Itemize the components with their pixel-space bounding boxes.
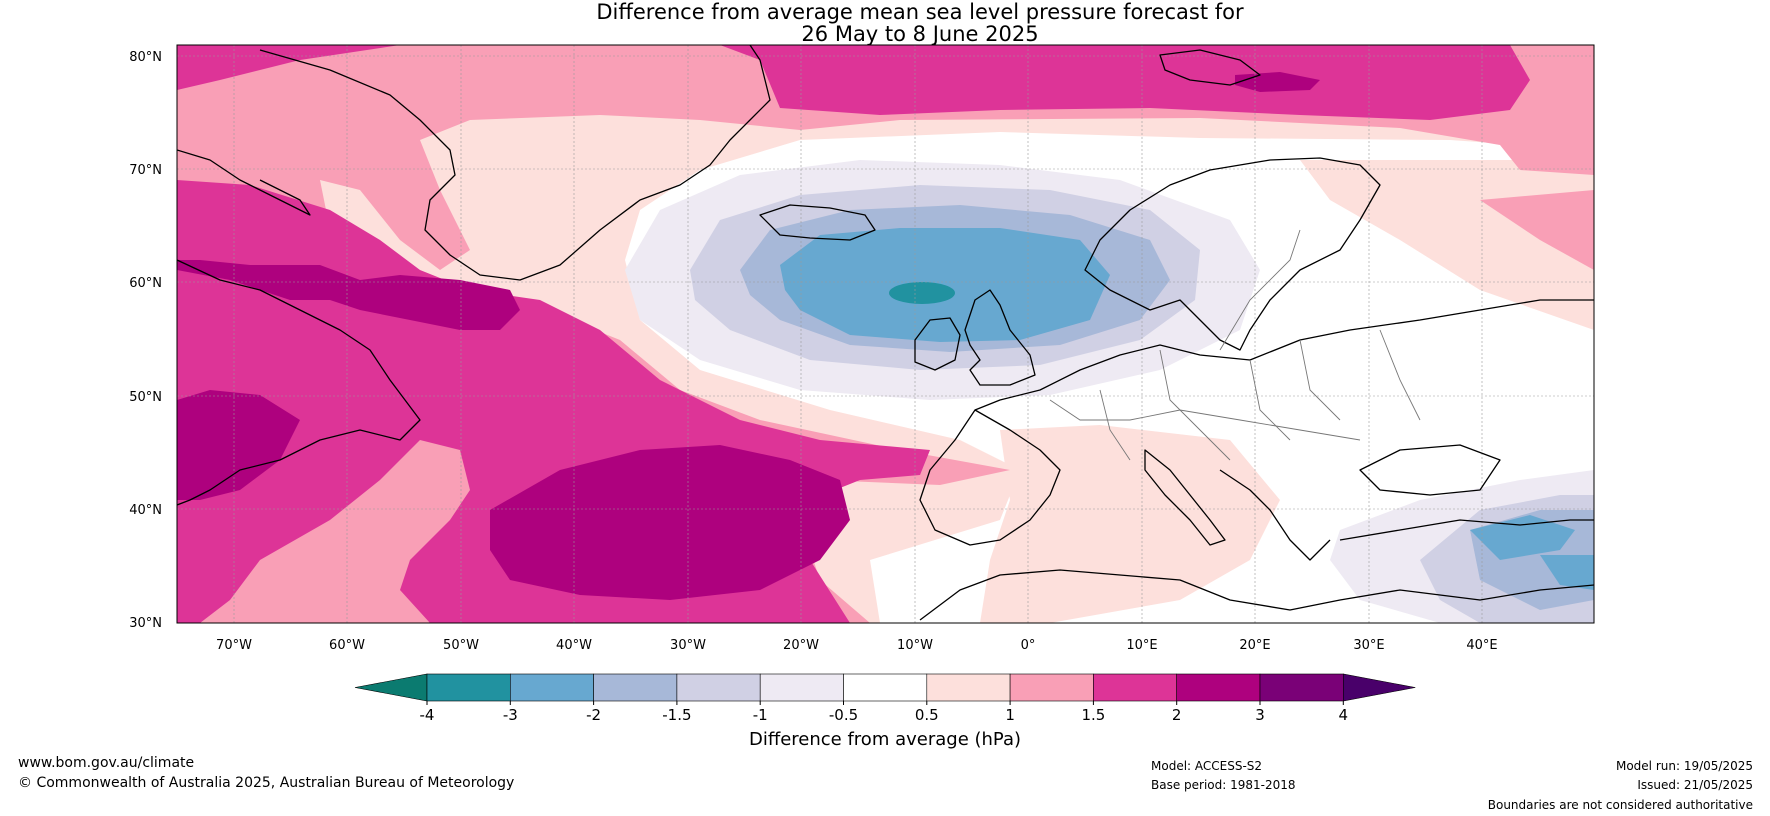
colorbar	[354, 673, 1416, 702]
britain-coast	[964, 289, 1036, 386]
colorbar-segment	[426, 673, 511, 702]
iberia-coast	[919, 409, 1061, 546]
anomaly-contour-fill	[177, 45, 1594, 623]
lon-label: 30°E	[1353, 638, 1384, 653]
lon-label: 50°W	[443, 638, 479, 653]
graticule	[177, 45, 1594, 623]
colorbar-tick-label: -0.5	[829, 706, 858, 724]
colorbar-tick-label: 0.5	[915, 706, 939, 724]
lon-label: 40°W	[556, 638, 592, 653]
lat-label: 70°N	[129, 163, 162, 178]
colorbar-extension-low	[354, 673, 428, 702]
colorbar-segment	[1093, 673, 1178, 702]
colorbar-tick-label: -1	[753, 706, 768, 724]
lat-label: 40°N	[129, 503, 162, 518]
lon-label: 10°E	[1126, 638, 1157, 653]
country-borders	[1049, 229, 1421, 461]
labrador-coast	[177, 259, 421, 506]
black-sea-coast	[1359, 444, 1501, 496]
colorbar-tick-label: 2	[1172, 706, 1182, 724]
lat-label: 30°N	[129, 616, 162, 631]
ireland-coast	[914, 317, 961, 371]
colorbar-tick-label: 1	[1005, 706, 1015, 724]
colorbar-tick-label: -3	[503, 706, 518, 724]
lat-label: 80°N	[129, 50, 162, 65]
colorbar-segment	[593, 673, 678, 702]
lon-label: 20°W	[783, 638, 819, 653]
italy-coast	[1144, 449, 1226, 546]
baffin-coast	[177, 149, 311, 216]
colorbar-segment	[926, 673, 1011, 702]
colorbar-tick-labels: -4 -3 -2 -1.5 -1 -0.5 0.5 1 1.5 2 3 4	[420, 701, 1349, 724]
lon-label: 20°E	[1239, 638, 1270, 653]
map-title-line1: Difference from average mean sea level p…	[596, 0, 1244, 24]
base-period-text: Base period: 1981-2018	[1151, 778, 1296, 792]
lon-label: 60°W	[329, 638, 365, 653]
colorbar-segment	[1009, 673, 1094, 702]
iceland-coast	[759, 204, 876, 241]
lon-label: 70°W	[216, 638, 252, 653]
colorbar-tick-label: 4	[1339, 706, 1349, 724]
colorbar-segment	[1259, 673, 1344, 702]
lon-label: 0°	[1021, 638, 1036, 653]
turkey-coast	[1339, 519, 1594, 541]
colorbar-extension-high	[1343, 673, 1416, 702]
lon-label: 10°W	[897, 638, 933, 653]
svalbard-coast	[1159, 49, 1261, 86]
lat-label: 60°N	[129, 276, 162, 291]
lon-label: 40°E	[1466, 638, 1497, 653]
colorbar-tick-label: -1.5	[662, 706, 691, 724]
europe-coast	[974, 299, 1594, 411]
colorbar-tick-label: -4	[420, 706, 435, 724]
issued-text: Issued: 21/05/2025	[1637, 778, 1753, 792]
colorbar-segment	[759, 673, 844, 702]
colorbar-segment	[1176, 673, 1261, 702]
coastlines	[177, 45, 1594, 621]
colorbar-segment	[843, 673, 928, 702]
colorbar-segment	[676, 673, 761, 702]
model-run-text: Model run: 19/05/2025	[1615, 759, 1753, 773]
copyright-text: © Commonwealth of Australia 2025, Austra…	[18, 775, 515, 791]
greenland-coast	[259, 45, 771, 281]
scandinavia-coast	[1084, 157, 1381, 351]
latitude-labels: 80°N 70°N 60°N 50°N 40°N 30°N	[129, 50, 162, 631]
lon-label: 30°W	[670, 638, 706, 653]
map-title-line2: 26 May to 8 June 2025	[801, 22, 1039, 46]
disclaimer-text: Boundaries are not considered authoritat…	[1487, 798, 1753, 812]
colorbar-label: Difference from average (hPa)	[749, 729, 1021, 750]
longitude-labels: 70°W 60°W 50°W 40°W 30°W 20°W 10°W 0° 10…	[216, 638, 1498, 653]
colorbar-tick-label: -2	[586, 706, 601, 724]
colorbar-tick-label: 3	[1255, 706, 1265, 724]
balkan-coast	[1219, 469, 1331, 561]
map-frame	[176, 44, 1595, 624]
colorbar-tick-label: 1.5	[1081, 706, 1105, 724]
colorbar-segment	[509, 673, 594, 702]
north-africa-coast	[919, 569, 1594, 621]
website-text: www.bom.gov.au/climate	[18, 755, 195, 771]
lat-label: 50°N	[129, 390, 162, 405]
model-text: Model: ACCESS-S2	[1151, 759, 1263, 773]
